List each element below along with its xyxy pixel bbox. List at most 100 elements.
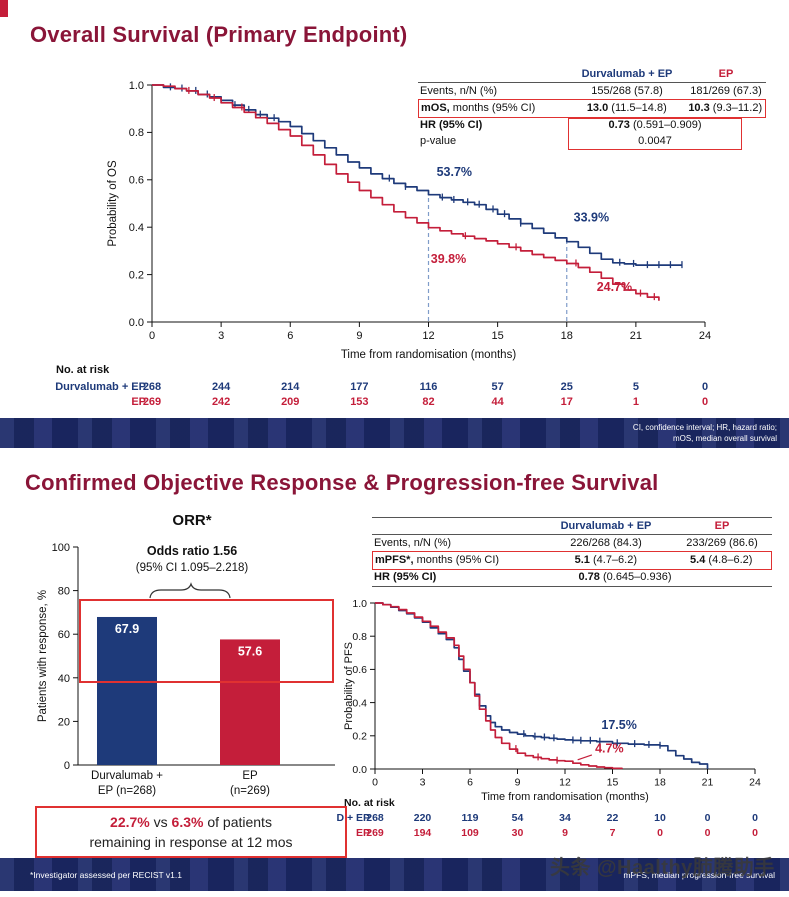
highlight-box: [79, 599, 334, 683]
os-footer-line1: CI, confidence interval; HR, hazard rati…: [632, 423, 777, 432]
os-section-title: Overall Survival (Primary Endpoint): [30, 22, 408, 47]
hr-value-bold: 0.78: [578, 571, 600, 584]
response-line2: remaining in response at 12 mos: [89, 834, 293, 850]
mos-ep-value: 10.3: [688, 101, 710, 114]
mpfs-durvalumab-value: 5.1: [574, 553, 590, 566]
x-tick-label: 9: [515, 777, 521, 789]
km-annotation: 53.7%: [437, 165, 472, 179]
at-risk-value: 269: [143, 396, 161, 408]
response-line1: 22.7% vs 6.3% of patients: [110, 812, 272, 832]
events-ep: 181/269 (67.3): [690, 84, 762, 97]
bottom-footer-bar: *Investigator assessed per RECIST v1.1 m…: [0, 858, 789, 891]
bar-category-label: (n=269): [230, 785, 270, 797]
x-tick-label: 0: [372, 777, 378, 789]
col-header-durvalumab-ep: Durvalumab + EP: [581, 67, 673, 80]
x-tick-label: 12: [422, 330, 434, 342]
y-tick-label: 60: [58, 629, 70, 641]
y-tick-label: 0.6: [129, 175, 144, 187]
at-risk-value: 1: [633, 396, 639, 408]
response-vs: vs: [149, 813, 172, 830]
x-tick-label: 21: [702, 777, 714, 789]
events-durvalumab: 155/268 (57.8): [591, 84, 663, 97]
watermark-text: 头条 @Haalthy肺腾助手: [550, 857, 775, 879]
response-duration-callout: 22.7% vs 6.3% of patients remaining in r…: [35, 806, 347, 858]
col-header-ep: EP: [714, 519, 730, 532]
x-axis-title: Time from randomisation (months): [341, 349, 516, 361]
mpfs-label-rest: months (95% CI): [413, 553, 500, 566]
y-tick-label: 0.8: [352, 631, 367, 643]
pfs-hr-row: HR (95% CI) 0.78 (0.645–0.936): [372, 570, 772, 587]
at-risk-value: 57: [492, 381, 504, 393]
at-risk-value: 109: [461, 827, 479, 839]
at-risk-value: 119: [462, 812, 479, 824]
mpfs-ep-value: 5.4: [690, 553, 706, 566]
at-risk-value: 17: [561, 396, 573, 408]
mos-label-rest: months (95% CI): [449, 101, 536, 114]
corner-mark: [0, 0, 8, 17]
km-annotation: 24.7%: [597, 280, 632, 294]
y-tick-label: 80: [58, 586, 70, 598]
at-risk-value: 209: [281, 396, 299, 408]
y-tick-label: 0.6: [352, 664, 367, 676]
km-annotation: 17.5%: [601, 718, 636, 732]
os-hr-row: HR (95% CI) 0.73 (0.591–0.909): [418, 118, 766, 134]
at-risk-value: 268: [366, 812, 384, 824]
y-axis-title: Patients with response, %: [37, 590, 49, 722]
empty-cell: [372, 526, 540, 529]
os-mos-row: mOS, months (95% CI) 13.0 (11.5–14.8) 10…: [418, 99, 766, 118]
x-tick-label: 21: [630, 330, 642, 342]
bar-category-label: Durvalumab +: [91, 770, 163, 782]
hr-value-ci: (0.591–0.909): [629, 119, 702, 132]
y-tick-label: 0: [64, 760, 70, 772]
km-annotation: 33.9%: [574, 210, 609, 224]
at-risk-value: 25: [561, 381, 573, 393]
x-tick-label: 18: [561, 330, 573, 342]
y-tick-label: 0.4: [129, 222, 144, 234]
at-risk-value: 9: [562, 827, 568, 839]
at-risk-value: 244: [212, 381, 231, 393]
at-risk-value: 0: [705, 827, 711, 839]
y-tick-label: 1.0: [129, 80, 144, 92]
pfs-stats-table: Durvalumab + EP EP Events, n/N (%) 226/2…: [372, 517, 772, 587]
empty-cell: [418, 74, 568, 77]
bar-durvalumab-ep: [97, 616, 157, 765]
mos-durvalumab-value: 13.0: [586, 101, 609, 114]
x-tick-label: 18: [654, 777, 666, 789]
mpfs-label-bold: mPFS*,: [375, 553, 414, 566]
bar-value-label: 57.6: [238, 644, 262, 658]
at-risk-row-label: D + EP: [336, 812, 370, 824]
bar-ep: [220, 639, 280, 765]
os-hr-block: HR (95% CI) 0.73 (0.591–0.909) p-value 0…: [418, 117, 766, 150]
hr-value-ci: (0.645–0.936): [599, 571, 672, 584]
os-pvalue-row: p-value 0.0047: [418, 134, 766, 150]
y-tick-label: 0.4: [352, 697, 367, 709]
p-label: p-value: [420, 135, 457, 148]
mos-ep-ci: (9.3–11.2): [709, 101, 763, 114]
col-header-ep: EP: [718, 67, 734, 80]
at-risk-value: 7: [610, 827, 616, 839]
y-tick-label: 100: [52, 542, 70, 554]
at-risk-value: 34: [559, 812, 571, 824]
os-km-chart: 0.00.20.40.60.81.00 3 6 9 12 15 18 21 2453.7%33.…: [55, 80, 711, 408]
y-tick-label: 1.0: [352, 598, 367, 610]
os-footer-line2: mOS, median overall survival: [672, 434, 777, 444]
pfs-mpfs-row: mPFS*, months (95% CI) 5.1 (4.7–6.2) 5.4…: [372, 551, 772, 570]
bar-category-label: EP (n=268): [98, 785, 156, 797]
at-risk-value: 0: [752, 812, 758, 824]
x-tick-label: 6: [287, 330, 293, 342]
mpfs-ep-ci: (4.8–6.2): [705, 553, 753, 566]
at-risk-value: 214: [281, 381, 300, 393]
x-tick-label: 0: [149, 330, 155, 342]
mos-ep: 10.3 (9.3–11.2): [685, 100, 765, 116]
x-axis-title: Time from randomisation (months): [481, 791, 649, 803]
at-risk-value: 116: [420, 381, 438, 393]
orr-bar-chart: ORR* Odds ratio 1.56 (95% CI 1.095–2.218) 0…: [37, 512, 335, 797]
y-axis-title: Probability of OS: [107, 160, 119, 247]
x-tick-label: 12: [559, 777, 571, 789]
at-risk-value: 5: [633, 381, 639, 393]
x-tick-label: 9: [356, 330, 362, 342]
at-risk-value: 242: [212, 396, 230, 408]
pfs-km-chart: 0.0 0.2 0.4 0.6 0.8 1.0 0 3 6 9 12 15 18 21 24 17.5% 4.7…: [336, 598, 761, 839]
km-curve-durvalumab-ep: [375, 602, 709, 769]
